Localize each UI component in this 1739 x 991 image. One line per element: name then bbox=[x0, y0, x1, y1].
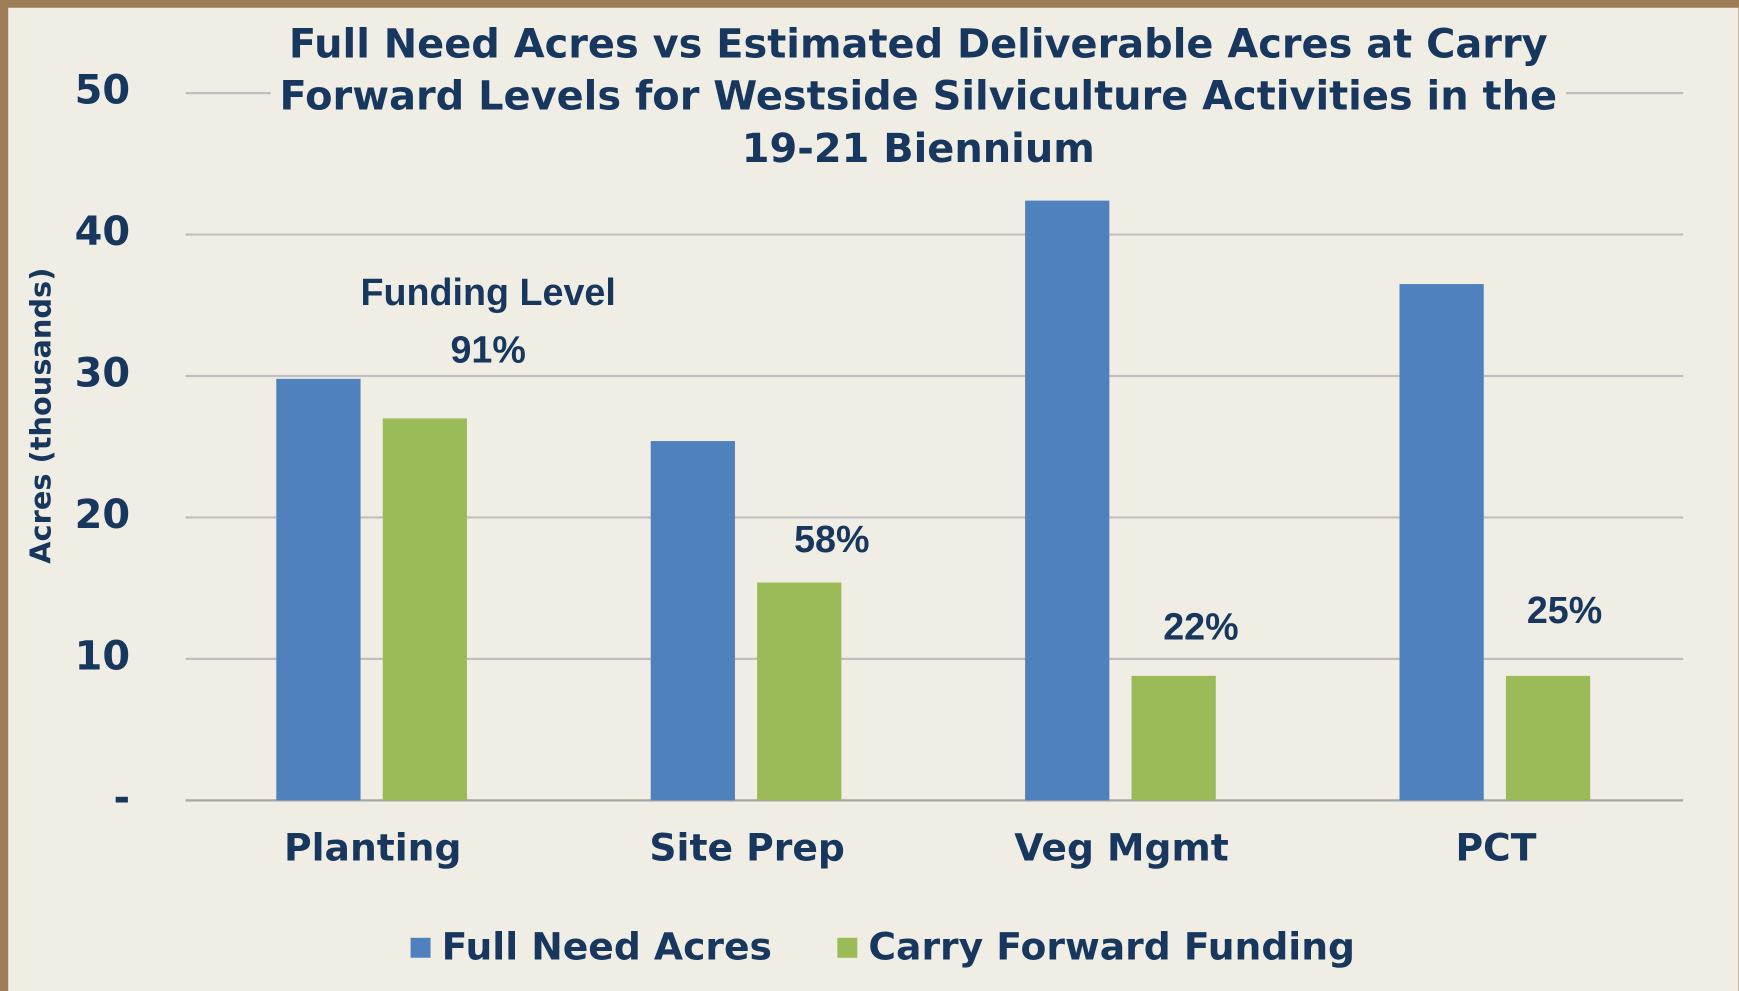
y-tick-label: 40 bbox=[75, 209, 131, 255]
x-tick-label: Veg Mgmt bbox=[1014, 826, 1228, 870]
y-tick-label: 50 bbox=[75, 68, 131, 114]
bar bbox=[650, 441, 735, 801]
y-tick-label: - bbox=[114, 775, 131, 821]
bar bbox=[1131, 675, 1216, 801]
annotation: 25% bbox=[1527, 589, 1602, 631]
y-tick-label: 10 bbox=[75, 633, 131, 679]
chart-title: Full Need Acres vs Estimated Deliverable… bbox=[280, 21, 1558, 171]
legend-label: Carry Forward Funding bbox=[868, 924, 1355, 968]
y-tick-label: 20 bbox=[75, 492, 131, 538]
legend-label: Full Need Acres bbox=[442, 924, 772, 968]
annotation: 91% bbox=[450, 328, 525, 370]
title-background bbox=[270, 16, 1566, 176]
bar bbox=[1025, 200, 1110, 801]
x-tick-label: Planting bbox=[284, 826, 461, 870]
annotation: Funding Level bbox=[361, 271, 616, 313]
title-line: 19-21 Biennium bbox=[742, 125, 1095, 171]
legend-swatch bbox=[410, 937, 431, 958]
x-tick-label: PCT bbox=[1455, 826, 1536, 870]
annotation: 22% bbox=[1163, 606, 1238, 648]
x-tick-label: Site Prep bbox=[649, 826, 844, 870]
legend-swatch bbox=[837, 937, 858, 958]
bar bbox=[1399, 284, 1484, 801]
bar bbox=[276, 378, 361, 801]
annotation: 58% bbox=[794, 518, 869, 560]
bar bbox=[757, 582, 842, 801]
y-tick-label: 30 bbox=[75, 351, 131, 397]
title-line: Full Need Acres vs Estimated Deliverable… bbox=[289, 21, 1548, 67]
y-axis-label: Acres (thousands) bbox=[24, 268, 58, 564]
bar bbox=[382, 418, 467, 801]
bar bbox=[1505, 675, 1591, 801]
title-line: Forward Levels for Westside Silviculture… bbox=[280, 73, 1558, 119]
